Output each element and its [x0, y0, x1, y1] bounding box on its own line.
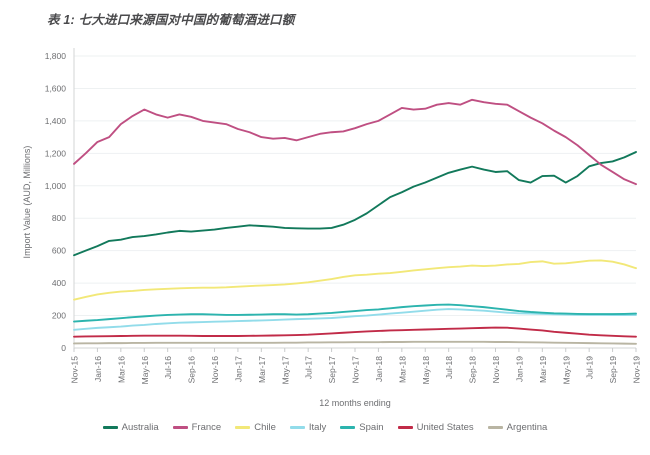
y-tick-label: 1,200	[45, 148, 67, 158]
legend-item-argentina[interactable]: Argentina	[487, 422, 548, 433]
x-tick-label: Jan-17	[233, 356, 243, 382]
x-tick-label: May-18	[421, 356, 431, 385]
legend-label: Italy	[308, 422, 327, 433]
legend-item-italy[interactable]: Italy	[289, 422, 327, 433]
legend-item-australia[interactable]: Australia	[102, 422, 159, 433]
legend-label: United States	[416, 422, 474, 433]
legend-swatch-icon	[102, 426, 118, 429]
legend-swatch-icon	[235, 426, 251, 429]
legend-item-spain[interactable]: Spain	[340, 422, 384, 433]
y-tick-label: 1,000	[45, 181, 67, 191]
legend-label: Spain	[359, 422, 384, 433]
x-tick-label: Mar-19	[538, 356, 548, 383]
legend-label: France	[191, 422, 222, 433]
x-tick-label: Sep-17	[327, 356, 337, 384]
y-tick-label: 600	[52, 246, 66, 256]
page-title: 表 1: 七大进口来源国对中国的葡萄酒进口额	[47, 13, 295, 27]
x-tick-label: Nov-16	[210, 356, 220, 384]
y-tick-label: 0	[61, 343, 66, 353]
x-tick-label: Nov-18	[491, 356, 501, 384]
legend-item-united-states[interactable]: United States	[397, 422, 474, 433]
legend-swatch-icon	[172, 426, 188, 429]
x-tick-label: May-17	[280, 356, 290, 385]
y-axis-title: Import Value (AUD, Millions)	[22, 146, 32, 259]
legend-swatch-icon	[289, 426, 305, 429]
legend-item-france[interactable]: France	[172, 422, 222, 433]
series-line-argentina	[73, 340, 637, 345]
series-line-united-states	[73, 326, 637, 338]
x-tick-label: May-16	[140, 356, 150, 385]
x-tick-label: Nov-19	[632, 356, 642, 384]
x-tick-label: Jan-19	[514, 356, 524, 382]
series-line-italy	[73, 308, 637, 331]
legend-swatch-icon	[487, 426, 503, 429]
x-axis-title: 12 months ending	[319, 398, 391, 408]
series-line-spain	[73, 303, 637, 323]
x-tick-label: Jan-16	[93, 356, 103, 382]
series-line-chile	[73, 259, 637, 301]
legend-swatch-icon	[340, 426, 356, 429]
legend-item-chile[interactable]: Chile	[235, 422, 276, 433]
x-tick-label: May-19	[561, 356, 571, 385]
chart-legend: Australia France Chile Italy Spain United Sta…	[0, 422, 650, 433]
x-tick-label: Sep-19	[608, 356, 618, 384]
y-tick-label: 1,400	[45, 116, 67, 126]
x-tick-label: Sep-16	[187, 356, 197, 384]
x-tick-label: Jul-17	[304, 356, 314, 379]
legend-label: Chile	[254, 422, 276, 433]
legend-label: Australia	[121, 422, 159, 433]
legend-label: Argentina	[506, 422, 548, 433]
y-tick-label: 1,600	[45, 83, 67, 93]
y-tick-label: 800	[52, 213, 66, 223]
y-tick-label: 200	[52, 311, 66, 321]
series-line-australia	[73, 151, 637, 257]
x-tick-label: Mar-17	[257, 356, 267, 383]
series-line-france	[73, 98, 637, 186]
x-tick-label: Jul-18	[444, 356, 454, 379]
x-tick-label: Sep-18	[468, 356, 478, 384]
legend-swatch-icon	[397, 426, 413, 429]
x-tick-label: Mar-16	[116, 356, 126, 383]
x-tick-label: Mar-18	[397, 356, 407, 383]
x-tick-label: Jul-19	[585, 356, 595, 379]
x-tick-label: Jul-16	[163, 356, 173, 379]
x-tick-label: Nov-15	[70, 356, 80, 384]
x-tick-label: Jan-18	[374, 356, 384, 382]
x-tick-label: Nov-17	[351, 356, 361, 384]
y-tick-label: 400	[52, 278, 66, 288]
y-tick-label: 1,800	[45, 51, 67, 61]
